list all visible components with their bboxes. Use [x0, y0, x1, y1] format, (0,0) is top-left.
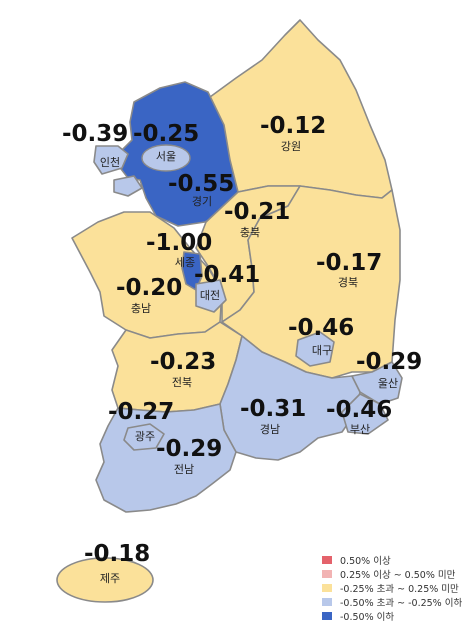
- value-gyeonggi: -0.55: [168, 171, 234, 197]
- name-jeju: 제주: [100, 572, 120, 585]
- name-jeonbuk: 전북: [172, 376, 192, 389]
- name-daejeon: 대전: [200, 289, 220, 302]
- region-jeju: [56, 557, 154, 603]
- name-gwangju: 광주: [135, 430, 155, 443]
- value-daegu: -0.46: [288, 315, 354, 341]
- name-gyeongnam: 경남: [260, 423, 280, 436]
- legend-label-2: 0.25% 이상 ~ 0.50% 미만: [340, 570, 456, 581]
- value-jeonbuk: -0.23: [150, 349, 216, 375]
- legend-label-5: -0.50% 이하: [340, 611, 394, 623]
- legend-swatch-2: [322, 570, 332, 578]
- value-jeonnam: -0.29: [156, 436, 222, 462]
- legend-swatch-5: [322, 612, 332, 620]
- legend-label-3: -0.25% 초과 ~ 0.25% 미만: [340, 584, 459, 595]
- value-gwangju: -0.27: [108, 399, 174, 425]
- region-gangwon: [209, 19, 393, 199]
- value-sejong: -1.00: [146, 230, 212, 256]
- value-incheon: -0.39: [62, 121, 128, 147]
- value-chungbuk: -0.21: [224, 199, 290, 225]
- value-daejeon: -0.41: [194, 262, 260, 288]
- name-gyeongbuk: 경북: [338, 276, 358, 289]
- region-daegu: [295, 331, 335, 367]
- region-busan: [341, 393, 389, 435]
- name-incheon: 인천: [100, 155, 120, 169]
- region-seoul: [141, 144, 191, 172]
- region-ulsan: [351, 361, 403, 405]
- value-chungnam: -0.20: [116, 275, 182, 301]
- legend-swatch-1: [322, 556, 332, 564]
- value-jeju: -0.18: [84, 541, 150, 567]
- legend-label-4: -0.50% 초과 ~ -0.25% 이하: [340, 597, 462, 609]
- legend: 0.50% 이상 0.25% 이상 ~ 0.50% 미만 -0.25% 초과 ~…: [322, 556, 462, 623]
- value-gyeongbuk: -0.17: [316, 250, 382, 276]
- name-busan: 부산: [350, 423, 370, 436]
- legend-swatch-3: [322, 584, 332, 592]
- value-gangwon: -0.12: [260, 113, 326, 139]
- legend-label-1: 0.50% 이상: [340, 556, 391, 567]
- region-incheon-islands: [113, 175, 143, 197]
- region-daejeon: [195, 279, 227, 313]
- name-ulsan: 울산: [378, 377, 398, 390]
- name-gangwon: 강원: [281, 140, 301, 153]
- legend-swatch-4: [322, 598, 332, 606]
- value-busan: -0.46: [326, 397, 392, 423]
- value-ulsan: -0.29: [356, 349, 422, 375]
- region-incheon: [93, 145, 129, 175]
- value-seoul: -0.25: [133, 121, 199, 147]
- name-gyeonggi: 경기: [192, 195, 212, 208]
- name-jeonnam: 전남: [174, 463, 194, 476]
- name-seoul: 서울: [156, 150, 176, 163]
- region-gwangju: [123, 423, 165, 451]
- name-sejong: 세종: [175, 256, 195, 269]
- name-chungnam: 충남: [131, 302, 151, 315]
- name-chungbuk: 충북: [240, 226, 260, 239]
- name-daegu: 대구: [312, 344, 332, 357]
- value-gyeongnam: -0.31: [240, 396, 306, 422]
